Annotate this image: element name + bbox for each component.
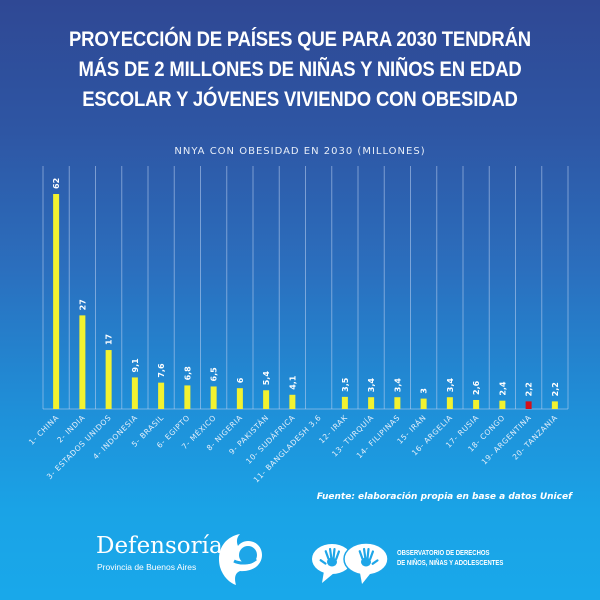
observatorio-line-2: DE NIÑOS, NIÑAS Y ADOLESCENTES [397, 560, 504, 567]
defensoria-name: Defensoría [96, 533, 223, 559]
value-label-2: 17 [105, 334, 114, 345]
defensoria-subtitle: Provincia de Buenos Aires [97, 562, 197, 572]
bars [53, 194, 558, 409]
value-label-0: 62 [52, 178, 61, 189]
value-label-17: 2,4 [498, 381, 507, 396]
title-line-3: ESCOLAR Y JÓVENES VIVIENDO CON OBESIDAD [82, 87, 518, 111]
category-label-0: 1- CHINA [27, 413, 61, 447]
value-label-19: 2,2 [551, 382, 560, 396]
value-label-8: 5,4 [262, 371, 271, 386]
chart-title: NNYA CON OBESIDAD EN 2030 (MILLONES) [174, 146, 426, 157]
bar-3 [131, 377, 138, 409]
bar-12 [368, 397, 375, 409]
bar-18 [525, 401, 532, 409]
title-line-2: MÁS DE 2 MILLONES DE NIÑAS Y NIÑOS EN ED… [78, 57, 522, 81]
bar-1 [79, 315, 86, 409]
bar-17 [499, 400, 506, 409]
value-label-9: 4,1 [288, 375, 297, 390]
value-label-18: 2,2 [525, 382, 534, 396]
value-labels: 62 27 17 9,1 7,6 6,8 6,5 6 5,4 4,1 3,5 3,4 3,4 3 3,4 2,… [52, 178, 560, 397]
bar-14 [420, 398, 427, 409]
defensoria-logo-icon [218, 534, 262, 585]
observatorio-logo-text: OBSERVATORIO DE DERECHOS DE NIÑOS, NIÑAS… [397, 549, 503, 569]
title-line-1: PROYECCIÓN DE PAÍSES QUE PARA 2030 TENDR… [69, 27, 531, 51]
bar-5 [184, 385, 191, 409]
value-label-14: 3 [420, 388, 429, 394]
bar-15 [446, 397, 453, 409]
bar-11 [341, 396, 348, 409]
value-label-13: 3,4 [393, 378, 402, 393]
bar-chart: 62 27 17 9,1 7,6 6,8 6,5 6 5,4 4,1 3,5 3,4 3,4 3 3,4 2,… [27, 166, 569, 485]
bar-9 [289, 394, 296, 409]
source-note: Fuente: elaboración propia en base a dat… [316, 492, 572, 502]
value-label-4: 7,6 [157, 363, 166, 378]
bar-7 [236, 388, 243, 409]
value-label-1: 27 [78, 299, 87, 310]
value-label-11: 3,5 [341, 377, 350, 392]
infographic-title: PROYECCIÓN DE PAÍSES QUE PARA 2030 TENDR… [42, 24, 558, 114]
bar-4 [158, 382, 165, 409]
value-label-12: 3,4 [367, 378, 376, 393]
bar-6 [210, 386, 217, 409]
value-label-5: 6,8 [183, 366, 192, 381]
gridlines [42, 166, 569, 409]
bar-16 [473, 399, 480, 409]
bar-8 [263, 390, 270, 409]
value-label-15: 3,4 [446, 378, 455, 393]
value-label-16: 2,6 [472, 380, 481, 395]
value-label-7: 6 [236, 377, 245, 383]
value-label-3: 9,1 [131, 358, 140, 373]
category-label-19: 20- TANZANIA [511, 413, 560, 462]
bar-0 [53, 194, 60, 409]
observatorio-line-1: OBSERVATORIO DE DERECHOS [397, 550, 490, 557]
bar-19 [551, 401, 558, 409]
bar-13 [394, 397, 401, 409]
defensoria-logo-text: Defensoría Provincia de Buenos Aires [96, 534, 223, 572]
observatorio-logo-icon [312, 542, 389, 584]
bar-2 [105, 350, 112, 409]
value-label-6: 6,5 [210, 367, 219, 382]
